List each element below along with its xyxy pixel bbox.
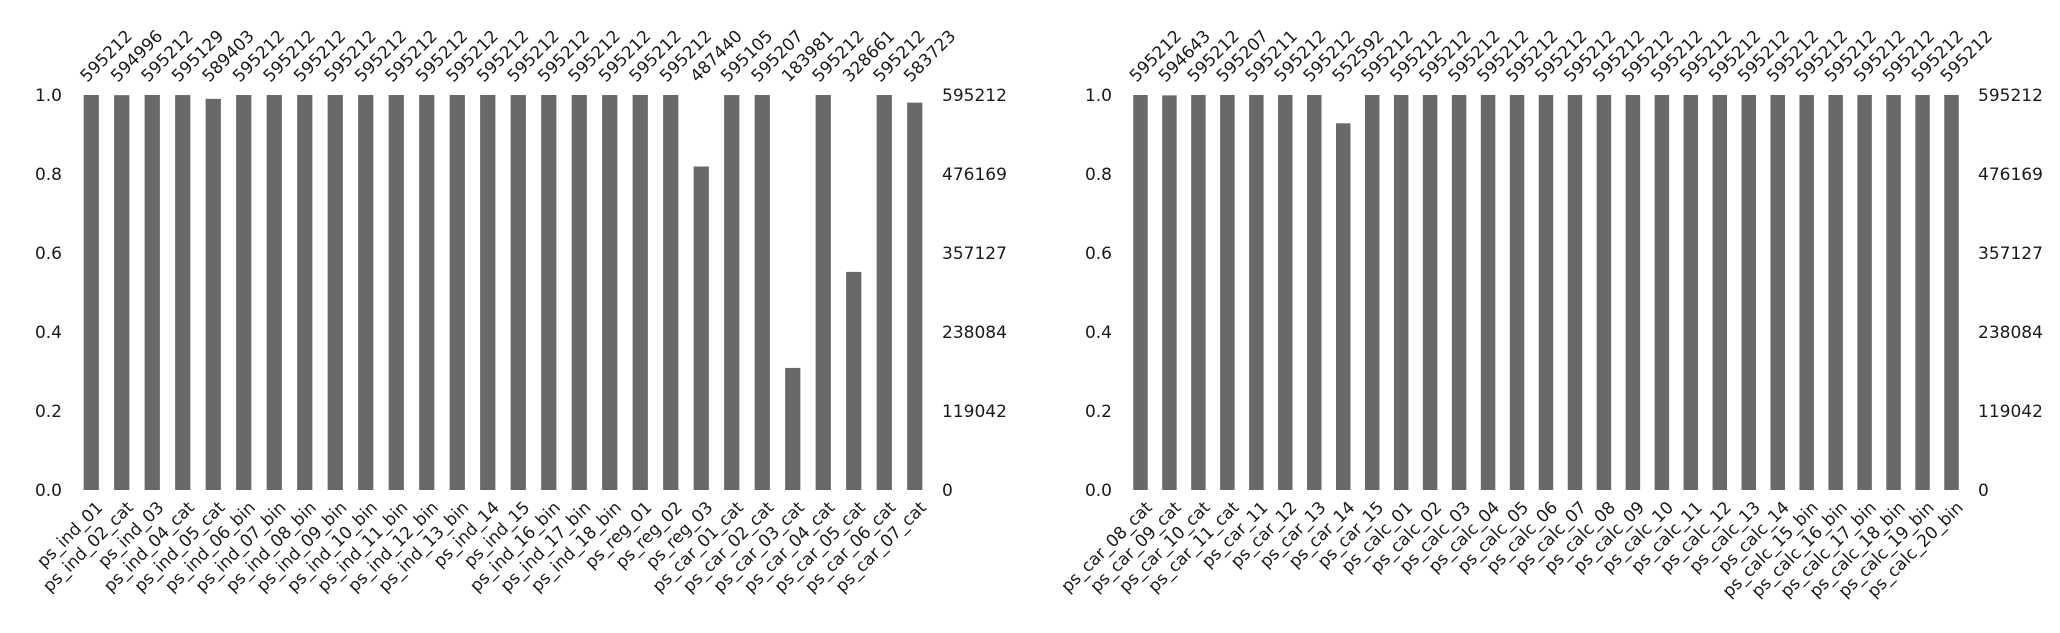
bar-ps_car_09_cat <box>1162 95 1177 490</box>
bar-ps_ind_15 <box>510 95 526 490</box>
right-tick-label: 238084 <box>1978 323 2043 343</box>
bar-ps_ind_18_bin <box>602 95 618 490</box>
right-tick-label: 476169 <box>942 165 1007 185</box>
bar-ps_ind_12_bin <box>419 95 435 490</box>
bar-ps_calc_07 <box>1567 95 1583 490</box>
bar-ps_car_05_cat <box>846 271 862 490</box>
bar-ps_ind_16_bin <box>541 95 557 490</box>
bar-ps_ind_13_bin <box>449 95 465 490</box>
bar-ps_ind_01 <box>83 95 99 490</box>
bar-ps_car_10_cat <box>1191 95 1206 490</box>
bar-ps_calc_11 <box>1683 95 1699 490</box>
bar-ps_calc_06 <box>1538 95 1554 490</box>
bar-ps_calc_04 <box>1480 95 1496 490</box>
bar-ps_ind_08_bin <box>297 95 313 490</box>
bar-ps_car_01_cat <box>724 95 740 490</box>
bar-ps_calc_01 <box>1393 95 1409 490</box>
left-tick-label: 0.6 <box>35 244 62 264</box>
bar-ps_calc_14 <box>1770 95 1785 490</box>
right-tick-label: 357127 <box>942 244 1007 264</box>
left-tick-label: 0.2 <box>35 402 62 422</box>
bar-ps_car_15 <box>1364 95 1380 490</box>
right-tick-label: 357127 <box>1978 244 2043 264</box>
bar-ps_calc_20_bin <box>1944 95 1959 490</box>
right-tick-label: 0 <box>942 481 953 501</box>
bar-ps_car_06_cat <box>876 95 892 490</box>
right-tick-label: 119042 <box>942 402 1007 422</box>
bar-ps_ind_04_cat <box>175 95 191 490</box>
right-tick-label: 476169 <box>1978 165 2043 185</box>
bar-ps_ind_11_bin <box>388 95 404 490</box>
right-tick-label: 119042 <box>1978 402 2043 422</box>
bar-ps_ind_09_bin <box>327 95 343 490</box>
bar-ps_reg_01 <box>632 95 648 490</box>
bar-ps_ind_06_bin <box>236 95 252 490</box>
left-tick-label: 0.8 <box>1085 165 1112 185</box>
bar-ps_calc_05 <box>1509 95 1525 490</box>
bar-ps_ind_07_bin <box>266 95 282 490</box>
right-tick-label: 595212 <box>942 86 1007 106</box>
bar-ps_calc_16_bin <box>1828 95 1843 490</box>
bar-ps_ind_14 <box>480 95 496 490</box>
left-tick-label: 0.4 <box>35 323 62 343</box>
left-tick-label: 0.2 <box>1085 402 1112 422</box>
bar-ps_calc_09 <box>1625 95 1641 490</box>
bar-ps_car_13 <box>1307 95 1322 490</box>
bar-ps_car_11 <box>1249 95 1264 490</box>
right-tick-label: 595212 <box>1978 86 2043 106</box>
bar-ps_reg_02 <box>663 95 679 490</box>
bar-ps_ind_03 <box>144 95 160 490</box>
bar-ps_calc_12 <box>1712 95 1728 490</box>
bar-ps_calc_13 <box>1741 95 1756 490</box>
bar-ps_car_12 <box>1278 95 1293 490</box>
left-tick-label: 0.0 <box>35 481 62 501</box>
left-tick-label: 0.0 <box>1085 481 1112 501</box>
bar-ps_ind_05_cat <box>205 98 221 491</box>
bar-ps_car_02_cat <box>754 95 770 490</box>
bar-ps_calc_15_bin <box>1799 95 1814 490</box>
bar-ps_calc_17_bin <box>1857 95 1872 490</box>
bar-ps_car_03_cat <box>785 367 801 490</box>
left-tick-label: 1.0 <box>1085 86 1112 106</box>
bar-ps_car_14 <box>1336 123 1351 490</box>
bar-ps_car_07_cat <box>907 102 923 491</box>
left-tick-label: 0.8 <box>35 165 62 185</box>
left-tick-label: 0.6 <box>1085 244 1112 264</box>
bar-ps_calc_08 <box>1596 95 1612 490</box>
bar-ps_ind_10_bin <box>358 95 374 490</box>
bar-ps_calc_03 <box>1451 95 1467 490</box>
left-tick-label: 1.0 <box>35 86 62 106</box>
bar-ps_ind_17_bin <box>571 95 587 490</box>
right-tick-label: 0 <box>1978 481 1989 501</box>
bar-ps_calc_10 <box>1654 95 1670 490</box>
bar-ps_car_11_cat <box>1220 95 1235 490</box>
bar-ps_car_08_cat <box>1133 95 1148 490</box>
bar-ps_calc_02 <box>1422 95 1438 490</box>
right-tick-label: 238084 <box>942 323 1007 343</box>
bar-ps_reg_03 <box>693 166 709 490</box>
bar-ps_calc_18_bin <box>1886 95 1901 490</box>
bar-ps_ind_02_cat <box>114 95 130 490</box>
bar-ps_calc_19_bin <box>1915 95 1930 490</box>
bar-ps_car_04_cat <box>815 95 831 490</box>
left-tick-label: 0.4 <box>1085 323 1112 343</box>
